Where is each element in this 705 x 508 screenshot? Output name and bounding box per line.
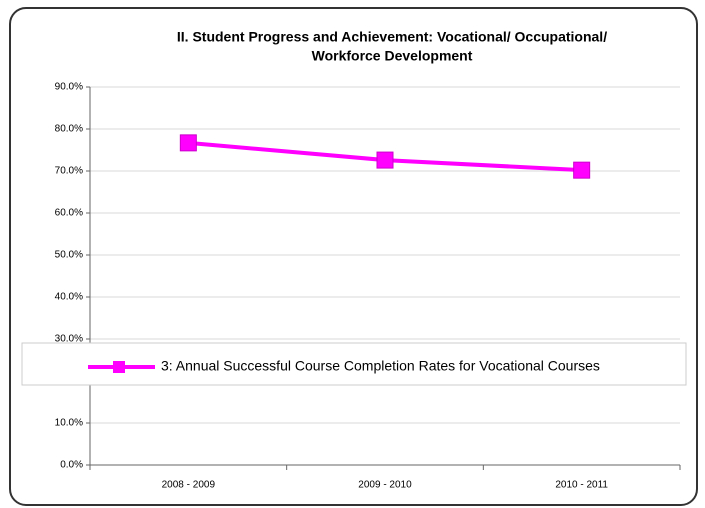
legend-marker [113,361,125,373]
chart-frame [9,7,698,506]
point-marker [573,161,591,179]
y-tick-label: 80.0% [55,124,83,135]
x-tick-label: 2009 - 2010 [358,480,412,491]
y-tick-label: 40.0% [55,292,83,303]
chart-title: II. Student Progress and Achievement: Vo… [177,29,607,45]
chart-title: Workforce Development [312,48,473,64]
x-tick-label: 2010 - 2011 [555,480,608,491]
y-tick-label: 0.0% [60,460,83,471]
y-tick-label: 70.0% [55,166,83,177]
x-tick-label: 2008 - 2009 [162,480,216,491]
point-marker [179,134,197,152]
y-tick-label: 90.0% [55,82,83,93]
y-tick-label: 10.0% [55,418,83,429]
legend-label: 3: Annual Successful Course Completion R… [161,358,600,374]
point-marker [376,151,394,169]
legend [21,342,687,386]
y-tick-label: 30.0% [55,334,83,345]
y-tick-label: 50.0% [55,250,83,261]
y-tick-label: 60.0% [55,208,83,219]
